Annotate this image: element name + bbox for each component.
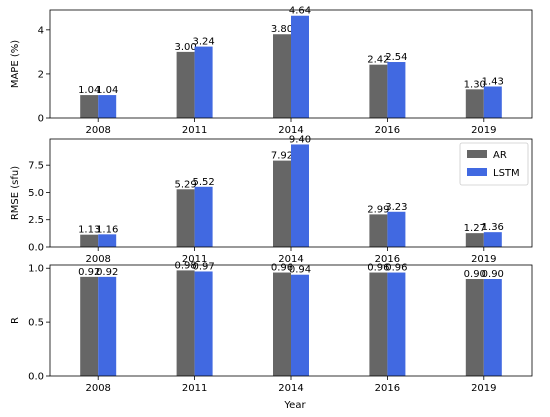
y-tick-label: 0 bbox=[38, 114, 44, 125]
data-label-lstm-2019: 0.90 bbox=[482, 269, 504, 280]
y-tick-label: 2.5 bbox=[28, 215, 44, 226]
legend-label-lstm: LSTM bbox=[493, 168, 520, 179]
data-label-ar-2008: 0.92 bbox=[78, 267, 100, 278]
bar-ar-2011 bbox=[176, 270, 195, 376]
bar-ar-2019 bbox=[465, 233, 484, 247]
bar-ar-2008 bbox=[80, 95, 99, 118]
data-label-ar-2011: 5.29 bbox=[174, 179, 196, 190]
data-label-lstm-2011: 5.52 bbox=[192, 177, 214, 188]
data-label-lstm-2011: 3.24 bbox=[192, 37, 214, 48]
y-axis-title: R bbox=[10, 317, 21, 324]
bar-lstm-2016 bbox=[387, 211, 406, 247]
bar-lstm-2008 bbox=[98, 234, 117, 247]
bar-lstm-2008 bbox=[98, 276, 117, 376]
bar-lstm-2011 bbox=[194, 271, 213, 376]
legend-swatch-lstm bbox=[467, 168, 487, 176]
data-label-lstm-2019: 1.36 bbox=[482, 222, 504, 233]
bar-ar-2011 bbox=[176, 189, 195, 247]
y-tick-label: 0.5 bbox=[28, 318, 44, 329]
bar-lstm-2019 bbox=[483, 232, 502, 247]
bar-lstm-2019 bbox=[483, 279, 502, 376]
x-tick-label: 2019 bbox=[471, 125, 496, 136]
data-label-lstm-2008: 1.16 bbox=[96, 224, 118, 235]
data-label-ar-2016: 0.96 bbox=[367, 263, 389, 274]
bar-ar-2014 bbox=[273, 160, 291, 247]
data-label-ar-2014: 3.80 bbox=[271, 24, 293, 35]
bar-ar-2014 bbox=[273, 34, 291, 118]
y-tick-label: 7.5 bbox=[28, 161, 44, 172]
bar-lstm-2019 bbox=[483, 86, 502, 118]
y-tick-label: 5.0 bbox=[28, 188, 44, 199]
data-label-ar-2008: 1.04 bbox=[78, 85, 100, 96]
data-label-lstm-2016: 2.54 bbox=[385, 52, 407, 63]
bar-lstm-2014 bbox=[291, 274, 309, 376]
data-label-ar-2019: 1.27 bbox=[464, 223, 486, 234]
x-tick-label: 2011 bbox=[182, 383, 207, 394]
x-tick-label: 2008 bbox=[85, 125, 110, 136]
bar-ar-2019 bbox=[465, 279, 484, 376]
x-tick-label: 2011 bbox=[182, 125, 207, 136]
data-label-lstm-2014: 9.40 bbox=[289, 134, 311, 145]
bar-lstm-2011 bbox=[194, 186, 213, 247]
data-label-lstm-2011: 0.97 bbox=[192, 261, 214, 272]
x-tick-label: 2016 bbox=[375, 383, 400, 394]
x-tick-label: 2019 bbox=[471, 383, 496, 394]
data-label-ar-2011: 3.00 bbox=[174, 42, 196, 53]
x-tick-label: 2016 bbox=[375, 254, 400, 265]
bar-lstm-2014 bbox=[291, 144, 309, 247]
y-tick-label: 1.0 bbox=[28, 264, 44, 275]
data-label-ar-2019: 0.90 bbox=[464, 269, 486, 280]
data-label-ar-2011: 0.98 bbox=[174, 260, 196, 271]
y-tick-label: 0.0 bbox=[28, 372, 44, 383]
y-tick-label: 0.0 bbox=[28, 243, 44, 254]
data-label-ar-2016: 2.42 bbox=[367, 55, 389, 66]
data-label-lstm-2014: 0.94 bbox=[289, 265, 311, 276]
bar-ar-2011 bbox=[176, 51, 195, 119]
legend-swatch-ar bbox=[467, 150, 487, 158]
bar-lstm-2008 bbox=[98, 95, 117, 118]
data-label-lstm-2019: 1.43 bbox=[482, 76, 504, 87]
y-tick-label: 2 bbox=[38, 69, 44, 80]
bar-ar-2016 bbox=[369, 64, 388, 118]
subplot-3: 0.920.98 0.96 0.960.900.92 0.97 0.94 0.960.90… bbox=[10, 260, 533, 394]
bar-ar-2014 bbox=[273, 272, 291, 376]
bar-lstm-2016 bbox=[387, 272, 406, 376]
legend: AR LSTM bbox=[459, 142, 529, 186]
y-axis-title: MAPE (%) bbox=[10, 40, 21, 88]
bar-ar-2016 bbox=[369, 214, 388, 247]
data-label-lstm-2008: 0.92 bbox=[96, 267, 118, 278]
x-tick-label: 2014 bbox=[278, 254, 303, 265]
data-label-ar-2008: 1.13 bbox=[78, 225, 100, 236]
subplot-1: 1.04 3.00 3.80 2.42 1.30 1.04 3.24 4.64 2.54 1.43… bbox=[10, 6, 533, 136]
x-tick-label: 2008 bbox=[85, 383, 110, 394]
legend-label-ar: AR bbox=[493, 150, 507, 161]
data-label-lstm-2016: 0.96 bbox=[385, 263, 407, 274]
x-tick-label: 2016 bbox=[375, 125, 400, 136]
subplot-2: 1.13 5.29 7.92 2.99 1.27 1.16 5.52 9.40 3.23 1.36… bbox=[10, 134, 533, 265]
data-label-lstm-2008: 1.04 bbox=[96, 85, 118, 96]
bar-lstm-2016 bbox=[387, 62, 406, 118]
data-label-ar-2014: 7.92 bbox=[271, 151, 293, 162]
data-label-ar-2014: 0.96 bbox=[271, 263, 293, 274]
x-tick-label: 2008 bbox=[85, 254, 110, 265]
y-tick-label: 4 bbox=[38, 25, 44, 36]
data-label-lstm-2016: 3.23 bbox=[385, 202, 407, 213]
bar-lstm-2014 bbox=[291, 15, 309, 118]
data-label-lstm-2014: 4.64 bbox=[289, 6, 311, 17]
x-axis-title: Year bbox=[283, 400, 306, 411]
data-label-ar-2019: 1.30 bbox=[464, 79, 486, 90]
bar-lstm-2011 bbox=[194, 46, 213, 118]
bar-ar-2019 bbox=[465, 89, 484, 118]
x-tick-label: 2011 bbox=[182, 254, 207, 265]
bar-ar-2008 bbox=[80, 234, 99, 247]
bar-ar-2008 bbox=[80, 276, 99, 376]
data-label-ar-2016: 2.99 bbox=[367, 204, 389, 215]
bar-ar-2016 bbox=[369, 272, 388, 376]
x-tick-label: 2014 bbox=[278, 383, 303, 394]
y-axis-title: RMSE (sfu) bbox=[10, 166, 21, 220]
x-tick-label: 2019 bbox=[471, 254, 496, 265]
x-tick-label: 2014 bbox=[278, 125, 303, 136]
